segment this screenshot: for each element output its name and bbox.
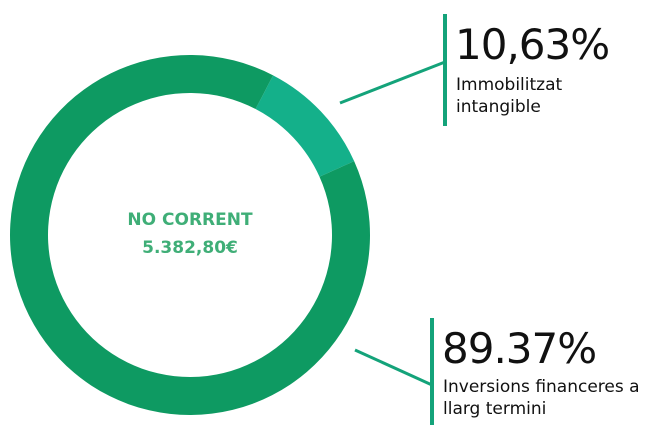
value-label: 10,63% xyxy=(455,20,610,69)
legend-label: Inversions financeres a llarg termini xyxy=(443,377,640,419)
center-title: NO CORRENT xyxy=(127,210,253,230)
value-label: 89.37% xyxy=(442,324,597,373)
donut-segment xyxy=(255,75,355,177)
callout-line xyxy=(354,348,433,387)
callout-line xyxy=(339,60,446,105)
center-value: 5.382,80€ xyxy=(142,238,238,258)
legend-label: Immobilitzat intangible xyxy=(456,75,563,117)
